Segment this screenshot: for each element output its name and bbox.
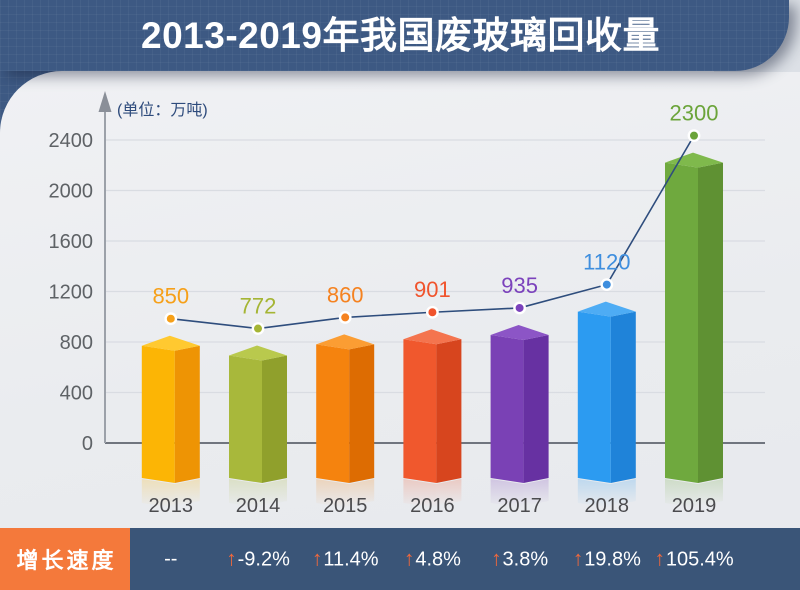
bar-reflection xyxy=(523,479,549,506)
up-arrow-icon: ↑ xyxy=(654,547,665,571)
growth-value: 19.8% xyxy=(584,548,641,570)
bar-top-face xyxy=(577,301,636,317)
growth-cell-2016: ↑ 4.8% xyxy=(404,549,461,570)
bar-2018 xyxy=(577,301,636,508)
up-arrow-icon: ↑ xyxy=(491,547,502,571)
bar-top-face xyxy=(665,152,723,168)
value-label-2014: 772 xyxy=(240,294,277,319)
bar-side-face xyxy=(610,311,636,483)
y-tick-label: 1600 xyxy=(49,231,94,253)
bar-2019 xyxy=(665,152,723,508)
growth-cell-2019: ↑ 105.4% xyxy=(654,549,733,570)
value-label-2016: 901 xyxy=(414,277,451,302)
data-point-2019 xyxy=(687,129,701,143)
growth-value: 105.4% xyxy=(665,548,734,570)
bar-front-face xyxy=(141,345,175,483)
bar-reflection xyxy=(698,479,723,506)
up-arrow-icon: ↑ xyxy=(572,547,584,571)
up-arrow-icon: ↑ xyxy=(403,547,415,571)
bar-reflection xyxy=(610,479,636,506)
growth-value: 3.8% xyxy=(502,548,549,570)
growth-value: -9.2% xyxy=(237,548,290,570)
bar-top-face xyxy=(403,329,462,345)
unit-label: (单位：万吨) xyxy=(117,101,208,119)
bar-2015 xyxy=(316,334,375,508)
year-label-2016: 2016 xyxy=(410,495,455,517)
bar-front-face xyxy=(403,339,437,483)
bar-front-face xyxy=(577,311,611,483)
data-point-2018 xyxy=(600,278,614,291)
bar-2017 xyxy=(490,324,549,508)
value-label-2013: 850 xyxy=(152,284,189,309)
data-point-2015 xyxy=(338,311,352,324)
bar-top-face xyxy=(316,334,375,350)
up-arrow-icon: ↑ xyxy=(311,547,323,571)
year-label-2014: 2014 xyxy=(236,495,281,517)
growth-rate-bar: 增长速度 -- ↑ -9.2% ↑ 11.4% ↑ 4.8% ↑ 3.8% ↑ 19.8% ↑ 105.… xyxy=(0,528,800,590)
bar-reflection xyxy=(174,479,200,506)
bar-reflection xyxy=(577,479,611,508)
growth-rate-label: 增长速度 xyxy=(0,528,130,590)
data-point-2014 xyxy=(251,322,265,335)
bar-top-face xyxy=(490,324,549,340)
growth-cell-2015: ↑ 11.4% xyxy=(312,549,379,570)
growth-cell-2017: ↑ 3.8% xyxy=(491,549,548,570)
bar-side-face xyxy=(698,162,723,483)
bar-side-face xyxy=(436,339,462,483)
bar-front-face xyxy=(229,355,262,483)
y-axis-arrow-icon xyxy=(98,91,112,112)
bar-reflection xyxy=(262,479,287,506)
year-label-2013: 2013 xyxy=(149,495,194,517)
bar-2016 xyxy=(403,329,462,508)
bar-reflection xyxy=(349,479,375,506)
bar-front-face xyxy=(665,162,698,483)
bar-reflection xyxy=(490,479,524,508)
value-label-2018: 1120 xyxy=(583,250,630,275)
bar-top-face xyxy=(229,345,287,361)
data-point-2017 xyxy=(513,301,526,315)
bar-2014 xyxy=(229,345,287,508)
value-label-2015: 860 xyxy=(327,282,364,307)
header-band: 2013-2019年我国废玻璃回收量 xyxy=(0,0,789,71)
bar-side-face xyxy=(523,334,549,483)
bar-side-face xyxy=(262,355,287,483)
bar-reflection xyxy=(665,479,698,508)
year-label-2018: 2018 xyxy=(585,495,630,517)
bar-reflection xyxy=(316,479,350,508)
growth-cell-2018: ↑ 19.8% xyxy=(573,549,641,570)
bar-front-face xyxy=(316,344,350,483)
growth-values-row: -- ↑ -9.2% ↑ 11.4% ↑ 4.8% ↑ 3.8% ↑ 19.8% ↑ 105.4% xyxy=(130,528,800,590)
page-title: 2013-2019年我国废玻璃回收量 xyxy=(141,15,660,56)
bar-front-face xyxy=(490,334,524,483)
y-tick-label: 1200 xyxy=(49,282,94,304)
growth-cell-2014: ↑ -9.2% xyxy=(226,549,290,570)
y-tick-label: 400 xyxy=(60,383,93,405)
y-tick-label: 2400 xyxy=(49,130,94,152)
growth-value: 4.8% xyxy=(415,548,461,570)
bar-side-face xyxy=(174,345,200,483)
year-label-2015: 2015 xyxy=(323,495,368,517)
bar-reflection xyxy=(141,479,175,508)
data-point-2016 xyxy=(425,305,439,319)
bar-2013 xyxy=(141,335,200,508)
bar-reflection xyxy=(436,479,462,506)
value-label-2019: 2300 xyxy=(670,101,719,126)
data-point-2013 xyxy=(164,312,178,326)
growth-value: -- xyxy=(164,548,178,570)
year-label-2017: 2017 xyxy=(497,495,542,517)
value-label-2017: 935 xyxy=(501,273,538,298)
y-tick-label: 800 xyxy=(60,332,93,354)
bar-reflection xyxy=(403,479,437,508)
growth-value: 11.4% xyxy=(323,548,379,570)
bar-top-face xyxy=(141,335,200,351)
growth-cell-2013: -- xyxy=(164,549,177,569)
year-label-2019: 2019 xyxy=(672,495,717,517)
y-tick-label: 2000 xyxy=(49,181,94,203)
bar-reflection xyxy=(229,479,262,508)
up-arrow-icon: ↑ xyxy=(226,547,237,571)
y-tick-label: 0 xyxy=(82,433,93,455)
bar-side-face xyxy=(349,344,375,483)
